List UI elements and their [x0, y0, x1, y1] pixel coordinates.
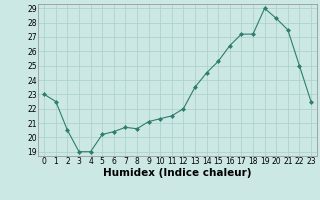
X-axis label: Humidex (Indice chaleur): Humidex (Indice chaleur) — [103, 168, 252, 178]
